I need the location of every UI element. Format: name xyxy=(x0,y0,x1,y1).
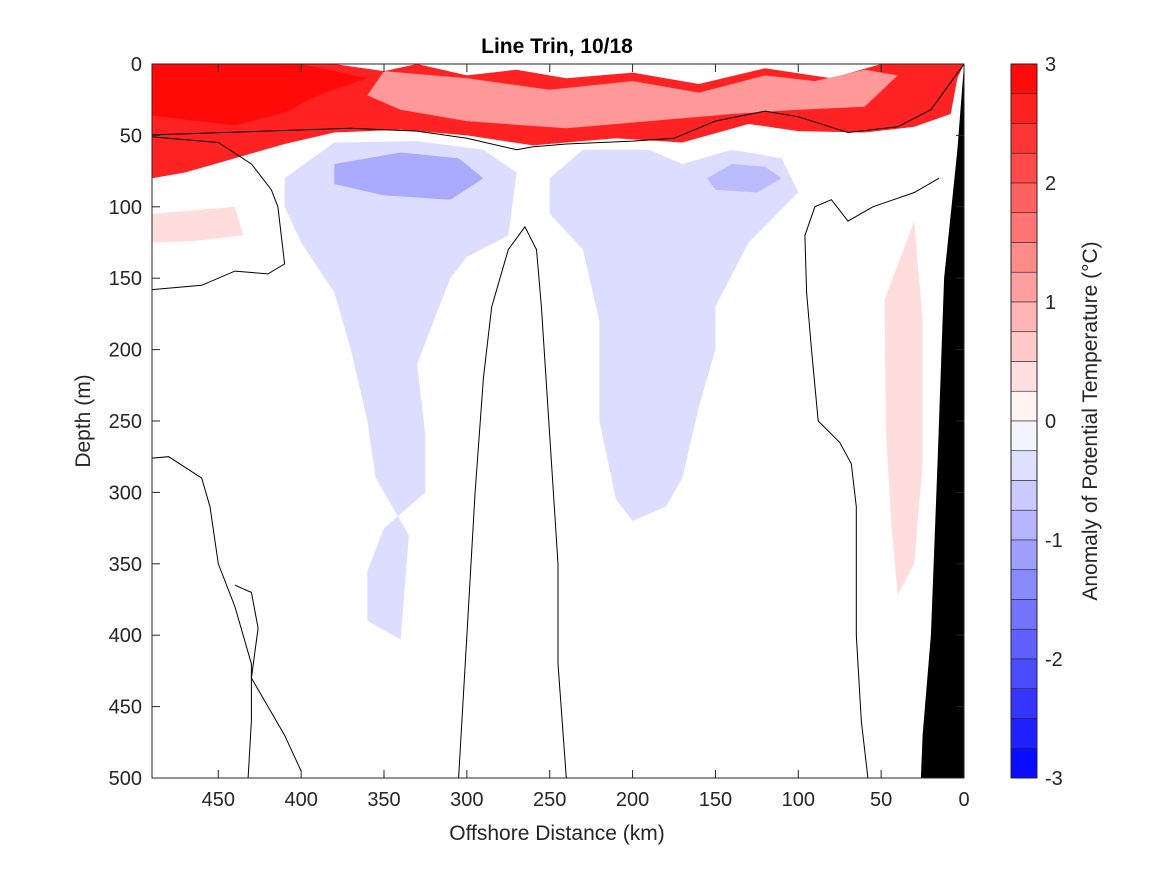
colorbar-segment xyxy=(1010,569,1038,600)
cool-tongue-mid xyxy=(549,149,799,521)
colorbar-segment xyxy=(1010,93,1038,124)
colorbar-tick-label: 0 xyxy=(1045,411,1056,433)
surface-warm-core xyxy=(152,64,368,126)
colorbar-tick-label: -3 xyxy=(1045,768,1063,790)
nearshore-warm-patch xyxy=(884,221,923,596)
x-tick-label: 400 xyxy=(284,789,317,811)
colorbar-segment xyxy=(1010,658,1038,690)
colorbar-segment xyxy=(1010,688,1038,719)
x-tick-label: 250 xyxy=(533,789,566,811)
y-tick-label: 500 xyxy=(109,768,142,790)
x-tick-label: 450 xyxy=(202,789,235,811)
colorbar-segment xyxy=(1010,539,1038,571)
y-axis-label: Depth (m) xyxy=(72,374,95,467)
colorbar-segment xyxy=(1010,480,1038,511)
colorbar-segment xyxy=(1010,390,1038,422)
x-tick-label: 300 xyxy=(450,789,483,811)
colorbar-segment xyxy=(1010,152,1038,184)
colorbar-tick-label: -1 xyxy=(1045,530,1063,552)
cool-core-offshore xyxy=(334,152,484,200)
colorbar-tick-label: -2 xyxy=(1045,649,1063,671)
x-tick-label: 350 xyxy=(367,789,400,811)
colorbar-axis: 3 2 1 0 -1 -2 -3 xyxy=(1045,54,1063,790)
zero-contour-offshore-deep xyxy=(152,456,252,778)
y-tick-label: 350 xyxy=(109,554,142,576)
x-axis-label: Offshore Distance (km) xyxy=(449,822,665,845)
zero-contour-nearshore xyxy=(804,177,940,778)
colorbar-tick-label: 2 xyxy=(1045,173,1056,195)
zero-contour-surface xyxy=(152,64,964,291)
colorbar-tick-label: 1 xyxy=(1045,292,1056,314)
plot-area xyxy=(152,64,964,778)
colorbar-segment xyxy=(1010,420,1038,452)
colorbar-segment xyxy=(1010,361,1038,392)
colorbar-segment xyxy=(1010,509,1038,541)
y-tick-label: 400 xyxy=(109,625,142,647)
colorbar-segment xyxy=(1010,628,1038,660)
y-tick-label: 200 xyxy=(109,340,142,362)
colorbar-segment xyxy=(1010,182,1038,214)
anomaly-fill-layer xyxy=(152,64,964,640)
y-tick-label: 50 xyxy=(120,125,142,147)
colorbar-segment xyxy=(1010,63,1038,95)
x-tick-label: 50 xyxy=(870,789,892,811)
y-tick-label: 100 xyxy=(109,197,142,219)
y-tick-label: 300 xyxy=(109,482,142,504)
zero-contour-layer xyxy=(152,64,964,778)
zero-contour-warm-column xyxy=(458,225,567,778)
colorbar-segment xyxy=(1010,747,1038,779)
colorbar-segment xyxy=(1010,450,1038,481)
x-tick-label: 100 xyxy=(782,789,815,811)
bathymetry-shelf xyxy=(920,64,964,778)
x-tick-label: 0 xyxy=(958,789,969,811)
colorbar-segment xyxy=(1010,331,1038,362)
colorbar-segment xyxy=(1010,301,1038,333)
colorbar-segment xyxy=(1010,212,1038,243)
cool-core-mid xyxy=(707,164,782,193)
y-axis: 0 50 100 150 200 250 300 350 400 450 500 xyxy=(109,54,964,790)
colorbar-segment xyxy=(1010,271,1038,303)
y-tick-label: 450 xyxy=(109,697,142,719)
chart-title: Line Trin, 10/18 xyxy=(481,35,633,58)
surface-warm-offshore-mid xyxy=(367,69,898,129)
x-axis: 450 400 350 300 250 200 150 100 50 0 xyxy=(202,64,970,811)
colorbar xyxy=(1010,63,1038,779)
colorbar-segment xyxy=(1010,242,1038,273)
colorbar-label: Anomaly of Potential Temperature (°C) xyxy=(1079,241,1102,600)
colorbar-segment xyxy=(1010,123,1038,154)
colorbar-segment xyxy=(1010,718,1038,749)
cool-tongue-offshore xyxy=(284,141,517,640)
colorbar-tick-label: 3 xyxy=(1045,54,1056,76)
y-tick-label: 0 xyxy=(131,54,142,76)
zero-contour-offshore-inner xyxy=(234,584,302,772)
colorbar-segment xyxy=(1010,599,1038,630)
bathymetry-layer xyxy=(920,64,964,778)
colorbar-frame xyxy=(1010,63,1038,779)
y-tick-label: 150 xyxy=(109,268,142,290)
deep-offshore-warm-patch xyxy=(152,206,244,243)
x-tick-label: 150 xyxy=(699,789,732,811)
x-tick-label: 200 xyxy=(616,789,649,811)
y-tick-label: 250 xyxy=(109,411,142,433)
